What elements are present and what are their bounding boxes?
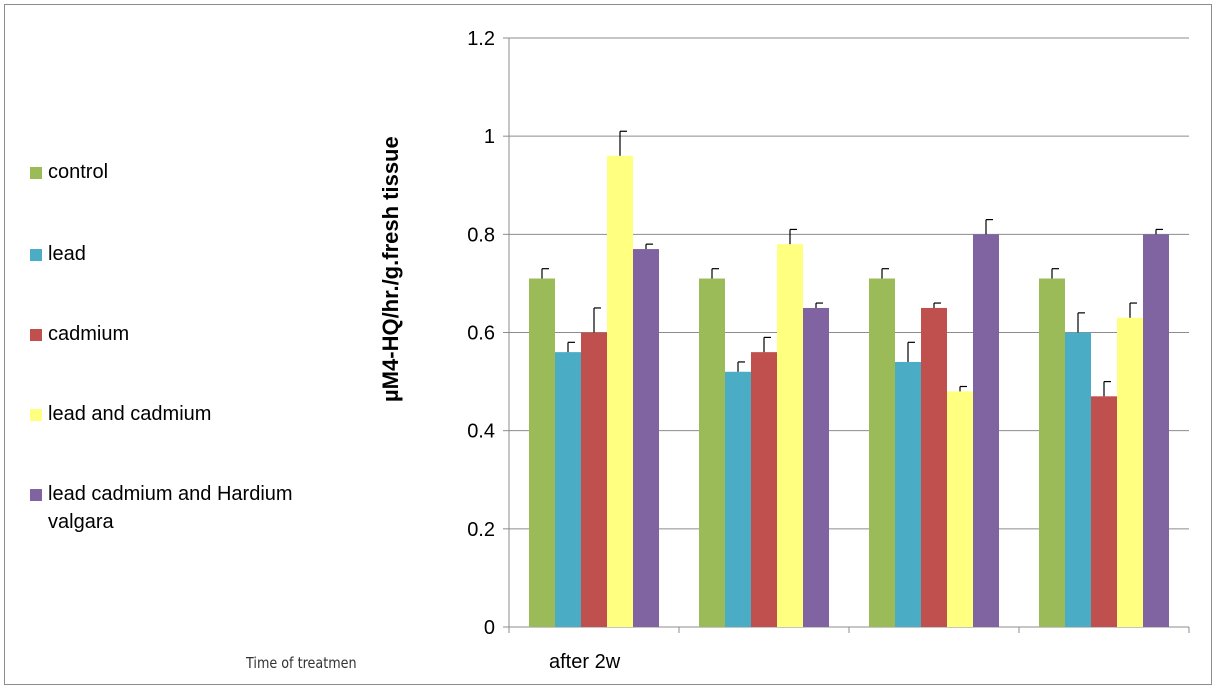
legend-item-lead-cadmium-hardium: lead cadmium and Hardium valgara [30, 480, 338, 536]
legend-swatch-control [30, 167, 42, 179]
legend-swatch-lead [30, 249, 42, 261]
legend-label-lead: lead [48, 243, 86, 265]
legend-item-control: control [30, 158, 338, 186]
bar [895, 361, 921, 627]
y-tick-label: 0.8 [467, 224, 495, 246]
x-axis-label: Time of treatmen [246, 654, 357, 672]
y-tick-label: 0 [484, 617, 495, 639]
y-tick-label: 1 [484, 126, 495, 148]
bar [751, 352, 777, 627]
bar [777, 244, 803, 627]
bar [1039, 278, 1065, 627]
y-tick-label: 1.2 [467, 28, 495, 50]
legend-item-lead-and-cadmium: lead and cadmium [30, 400, 338, 428]
bar [699, 278, 725, 627]
bar [633, 249, 659, 627]
y-tick-label: 0.6 [467, 323, 495, 345]
legend-label-lead-and-cadmium: lead and cadmium [48, 403, 212, 425]
bar [947, 391, 973, 627]
bar [1117, 317, 1143, 627]
bar [869, 278, 895, 627]
bar [1143, 234, 1169, 628]
bar [921, 307, 947, 627]
legend-label-control: control [48, 161, 109, 183]
legend-swatch-lead-cadmium-hardium [30, 489, 42, 501]
y-tick-label: 0.4 [467, 421, 495, 443]
bar [555, 352, 581, 627]
legend-swatch-lead-and-cadmium [30, 409, 42, 421]
bar [725, 371, 751, 627]
y-tick-label: 0.2 [467, 519, 495, 541]
bar [1065, 332, 1091, 627]
bar [581, 332, 607, 627]
legend-label-cadmium: cadmium [48, 323, 130, 345]
legend-item-cadmium: cadmium [30, 320, 338, 348]
legend-label-lead-cadmium-hardium: lead cadmium and Hardium valgara [48, 483, 293, 533]
bar [1091, 396, 1117, 627]
bar [607, 155, 633, 628]
legend-item-lead: lead [30, 240, 338, 268]
legend-swatch-cadmium [30, 329, 42, 341]
bar [973, 234, 999, 628]
x-tick-label: after 2w [549, 651, 621, 673]
bar [803, 307, 829, 627]
bar [529, 278, 555, 627]
